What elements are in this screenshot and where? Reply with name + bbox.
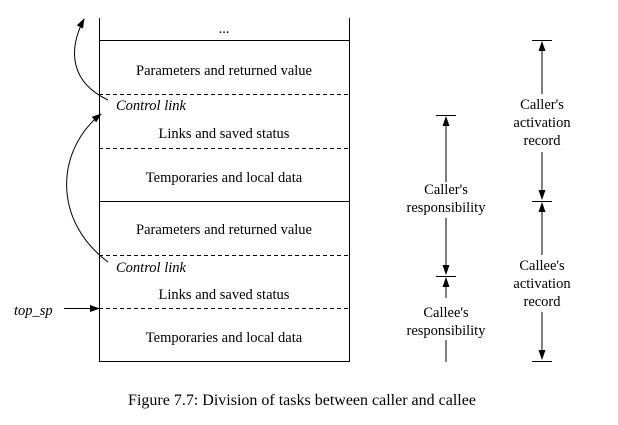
lower-control-link-arrow (66, 113, 109, 263)
caller-responsibility-line-2: responsibility (407, 200, 487, 216)
callee-responsibility-line-2: responsibility (407, 323, 487, 339)
upper-temps-label: Temporaries and local data (146, 170, 303, 186)
upper-control-link-label: Control link (116, 98, 187, 114)
caller-activation-line-2: activation (513, 115, 571, 131)
top-sp-label: top_sp (14, 303, 53, 319)
stack-ellipsis: ... (219, 21, 230, 37)
responsibility-bracket (436, 115, 456, 362)
caller-activation-line-1: Caller's (520, 97, 564, 113)
upper-control-link-arrow (74, 18, 109, 101)
lower-control-link-label: Control link (116, 260, 187, 276)
stack-box (99, 18, 350, 362)
activation-record-bracket (532, 40, 552, 362)
upper-params-label: Parameters and returned value (136, 63, 312, 79)
upper-links-label: Links and saved status (159, 126, 290, 142)
caller-responsibility-line-1: Caller's (424, 182, 468, 198)
callee-activation-line-1: Callee's (519, 258, 565, 274)
caller-activation-line-3: record (523, 133, 561, 149)
lower-temps-label: Temporaries and local data (146, 330, 303, 346)
callee-activation-line-2: activation (513, 276, 571, 292)
figure-caption: Figure 7.7: Division of tasks between ca… (128, 392, 476, 409)
lower-links-label: Links and saved status (159, 287, 290, 303)
callee-responsibility-line-1: Callee's (423, 305, 469, 321)
lower-params-label: Parameters and returned value (136, 222, 312, 238)
callee-activation-line-3: record (523, 294, 561, 310)
